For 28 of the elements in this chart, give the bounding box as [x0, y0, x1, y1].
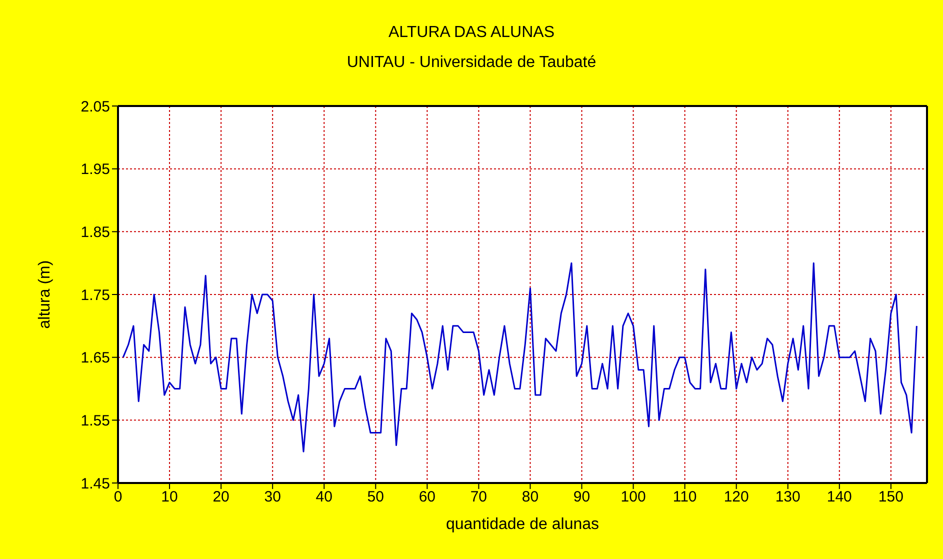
- x-tick-label: 20: [212, 488, 230, 506]
- y-tick-label: 1.65: [80, 350, 110, 367]
- y-tick-label: 1.75: [80, 286, 110, 304]
- line-series: [122, 262, 918, 452]
- chart-title: ALTURA DAS ALUNAS: [388, 24, 556, 42]
- x-axis-title: quantidade de alunas: [446, 516, 600, 533]
- x-tick-label: 110: [672, 488, 697, 506]
- x-tick-label: 60: [418, 488, 436, 506]
- x-tick-label: 80: [522, 488, 539, 506]
- x-tick-label: 90: [573, 488, 590, 506]
- x-tick-label: 100: [620, 488, 646, 506]
- x-tick-label: 10: [161, 488, 178, 506]
- x-tick-label: 50: [367, 488, 384, 506]
- y-tick-label: 1.55: [80, 412, 110, 430]
- y-tick-label: 1.45: [80, 475, 110, 492]
- x-tick-label: 40: [316, 488, 332, 506]
- y-axis-title: altura (m): [36, 260, 54, 329]
- x-tick-label: 120: [724, 488, 749, 506]
- chart-subtitle: UNITAU - Universidade de Taubaté: [346, 54, 598, 72]
- y-tick-label: 2.05: [80, 98, 110, 116]
- y-tick-label: 1.85: [80, 224, 110, 241]
- x-tick-label: 150: [878, 488, 904, 506]
- x-tick-label: 130: [775, 488, 800, 506]
- x-tick-label: 30: [264, 488, 281, 506]
- x-tick-label: 140: [826, 488, 852, 506]
- y-tick-label: 1.95: [80, 161, 110, 178]
- x-tick-label: 70: [470, 488, 488, 506]
- x-tick-label: 0: [114, 488, 122, 506]
